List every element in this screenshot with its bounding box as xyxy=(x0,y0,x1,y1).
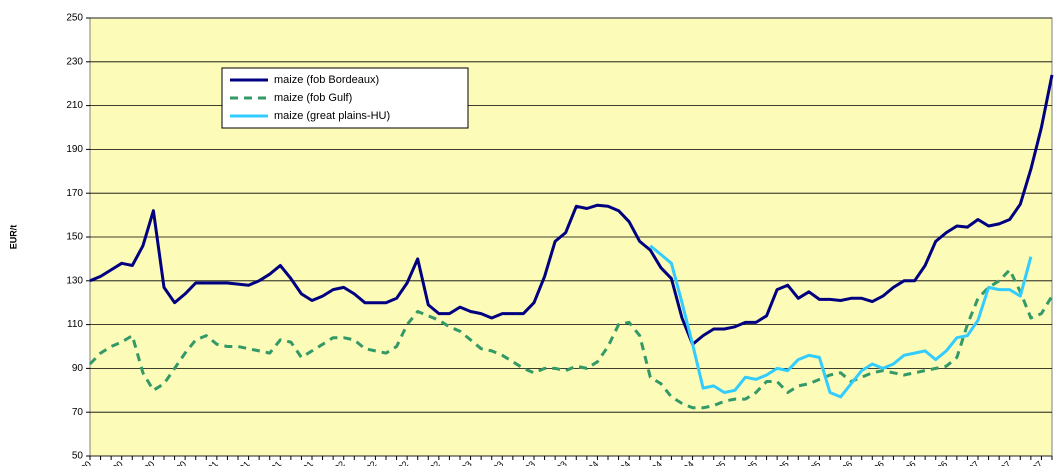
legend-label: maize (fob Gulf) xyxy=(274,92,352,104)
y-tick-label: 250 xyxy=(66,13,83,24)
x-tick-label: Jan-03 xyxy=(447,459,474,466)
x-tick-label: Jan-04 xyxy=(574,459,601,466)
x-tick-label: Apr-07 xyxy=(987,459,1013,466)
legend-label: maize (fob Bordeaux) xyxy=(274,74,379,86)
y-tick-label: 130 xyxy=(66,275,83,286)
legend: maize (fob Bordeaux) maize (fob Gulf) maiz… xyxy=(221,67,469,129)
x-tick-label: Oct-01 xyxy=(289,459,315,466)
y-tick-label: 50 xyxy=(72,451,84,462)
y-tick-label: 170 xyxy=(66,188,83,199)
x-tick-label: Jan-05 xyxy=(701,459,728,466)
x-tick-label: Jan-06 xyxy=(828,459,855,466)
x-tick-label: Oct-00 xyxy=(162,459,188,466)
x-tick-label: Oct-06 xyxy=(923,459,949,466)
x-tick-label: Jul-04 xyxy=(640,459,664,466)
x-tick-label: Apr-06 xyxy=(860,459,886,466)
y-tick-label: 150 xyxy=(66,232,83,243)
x-tick-label: Jan-01 xyxy=(193,459,220,466)
x-tick-label: Apr-00 xyxy=(99,459,125,466)
legend-label: maize (great plains-HU) xyxy=(274,110,390,122)
x-tick-label: Apr-05 xyxy=(733,459,759,466)
x-tick-label: Oct-04 xyxy=(669,459,695,466)
x-tick-label: Apr-04 xyxy=(606,459,632,466)
y-tick-label: 90 xyxy=(72,363,84,374)
x-tick-label: Jul-01 xyxy=(259,459,283,466)
y-tick-label: 230 xyxy=(66,56,83,67)
x-tick-label: Oct-03 xyxy=(543,459,569,466)
y-tick-label: 190 xyxy=(66,144,83,155)
x-tick-label: Jul-07 xyxy=(1020,459,1044,466)
x-tick-label: Jul-05 xyxy=(766,459,790,466)
x-tick-label: Jan-02 xyxy=(320,459,347,466)
x-tick-label: Jan-07 xyxy=(955,459,982,466)
series-line xyxy=(649,244,1033,399)
series-line xyxy=(88,268,1054,410)
x-tick-label: Jul-00 xyxy=(132,459,156,466)
x-tick-label: Jul-06 xyxy=(893,459,917,466)
x-tick-label: Jul-02 xyxy=(386,459,410,466)
y-tick-label: 110 xyxy=(67,319,83,330)
series-line xyxy=(89,74,1054,346)
y-tick-label: 70 xyxy=(72,407,84,418)
x-tick-label: Oct-05 xyxy=(796,459,822,466)
lines xyxy=(88,74,1054,410)
x-tick-label: Apr-03 xyxy=(479,459,505,466)
y-tick-label: 210 xyxy=(66,100,83,111)
x-tick-label: Jul-03 xyxy=(513,459,537,466)
x-tick-label: Oct-02 xyxy=(416,459,442,466)
y-axis-label: EUR/t xyxy=(8,225,18,250)
x-tick-label: Apr-02 xyxy=(352,459,378,466)
x-tick-label: Apr-01 xyxy=(225,459,251,466)
